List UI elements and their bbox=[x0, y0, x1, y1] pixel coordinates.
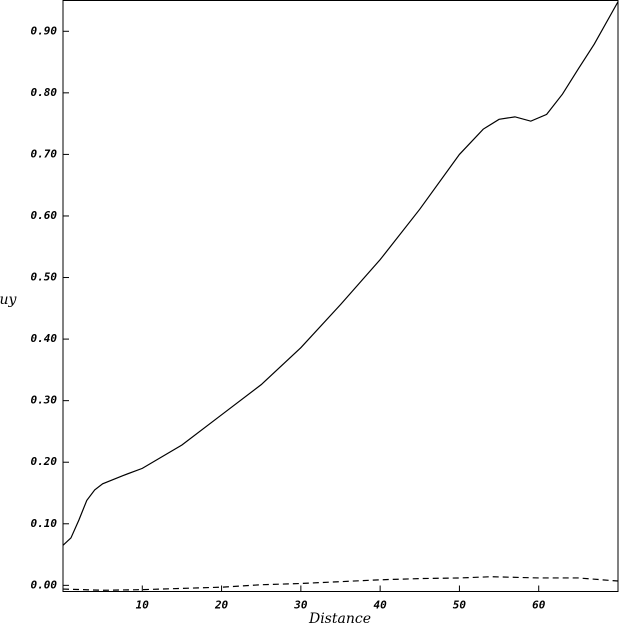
x-tick-label: 50 bbox=[453, 599, 467, 612]
plot-frame bbox=[62, 0, 619, 592]
x-tick-label: 40 bbox=[374, 599, 388, 612]
series-line bbox=[62, 576, 619, 591]
y-tick-label: 0.00 bbox=[31, 578, 58, 591]
x-tick-label: 60 bbox=[532, 599, 546, 612]
y-tick-label: 0.20 bbox=[31, 455, 58, 468]
y-axis-title: uy bbox=[0, 292, 18, 308]
x-tick-label: 30 bbox=[293, 599, 308, 612]
y-tick-label: 0.70 bbox=[31, 147, 58, 160]
y-tick-label: 0.40 bbox=[31, 332, 58, 345]
series-line bbox=[62, 1, 619, 546]
x-tick-label: 20 bbox=[214, 599, 229, 612]
x-axis-title: Distance bbox=[308, 611, 371, 625]
y-tick-label: 0.50 bbox=[31, 271, 58, 284]
y-tick-label: 0.30 bbox=[31, 394, 58, 407]
y-tick-label: 0.80 bbox=[31, 86, 58, 99]
x-tick-label: 10 bbox=[136, 599, 150, 612]
y-tick-label: 0.10 bbox=[31, 517, 58, 530]
y-tick-label: 0.90 bbox=[31, 24, 58, 37]
y-tick-label: 0.60 bbox=[31, 209, 58, 222]
